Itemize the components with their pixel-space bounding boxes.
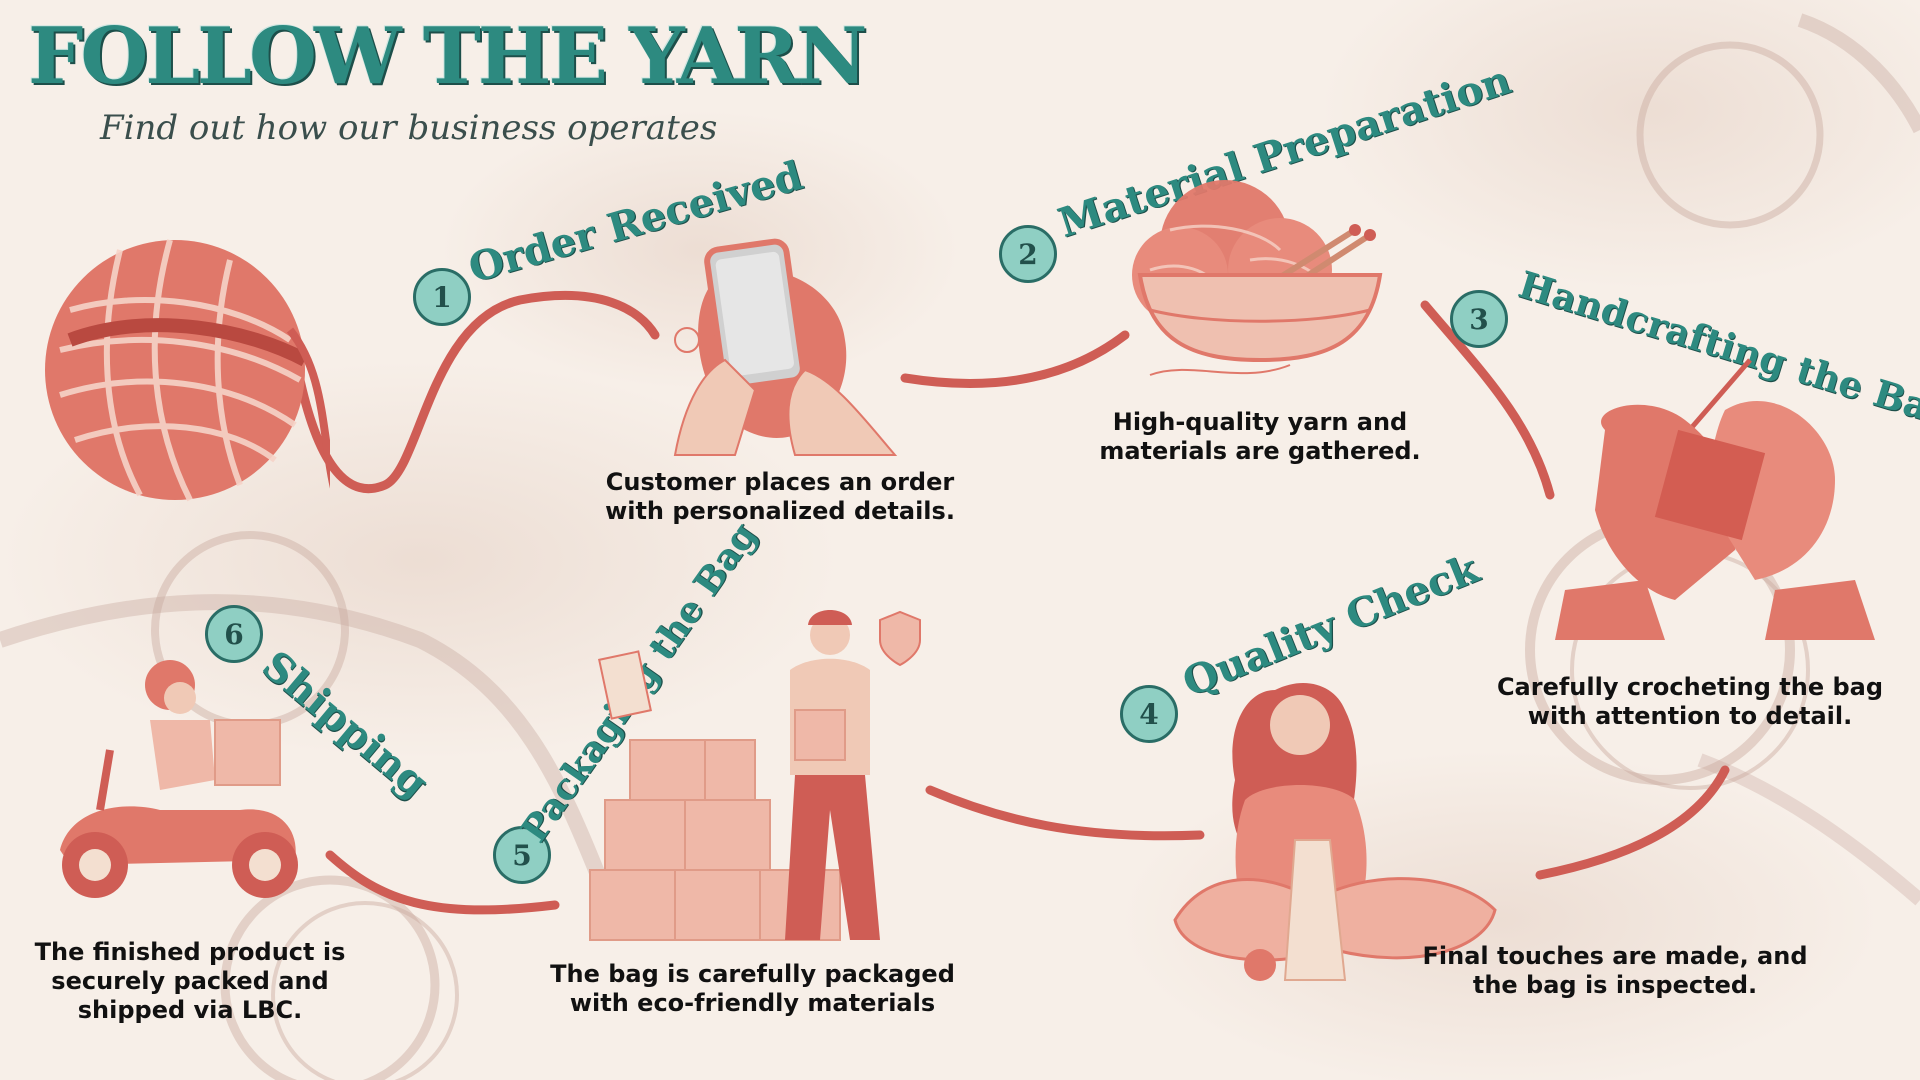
step-2-description: High-quality yarn and materials are gath… (1099, 408, 1421, 465)
step-5-description: The bag is carefully packaged with eco-f… (550, 960, 955, 1017)
yarn-ball-icon (45, 239, 330, 502)
step-2-number: 2 (999, 225, 1057, 283)
step-6-description: The finished product is securely packed … (34, 938, 346, 1024)
crochet-hands-icon (1555, 358, 1875, 640)
step-4-description: Final touches are made, and the bag is i… (1422, 942, 1808, 999)
yarn-basket-icon (1132, 180, 1383, 376)
step-3-number: 3 (1450, 290, 1508, 348)
smartphone-order-icon (673, 238, 898, 456)
delivery-man-boxes-icon (589, 610, 921, 941)
yarn-line-5 (925, 785, 1205, 841)
page-title: FOLLOW THE YARN (28, 11, 867, 102)
step-1-number: 1 (413, 268, 471, 326)
yarn-line-1 (295, 291, 660, 494)
scooter-courier-icon (60, 660, 298, 898)
yarn-line-6 (325, 850, 560, 915)
woman-knitting-icon (1173, 682, 1497, 981)
yarn-line-2 (900, 330, 1130, 388)
step-1-description: Customer places an order with personaliz… (605, 468, 955, 525)
page-subtitle: Find out how our business operates (100, 108, 718, 148)
step-5-number: 5 (493, 826, 551, 884)
step-4-number: 4 (1120, 685, 1178, 743)
step-3-description: Carefully crocheting the bag with attent… (1496, 673, 1884, 730)
yarn-line-4 (1535, 765, 1730, 880)
yarn-line-3 (1420, 300, 1555, 500)
step-6-number: 6 (205, 605, 263, 663)
